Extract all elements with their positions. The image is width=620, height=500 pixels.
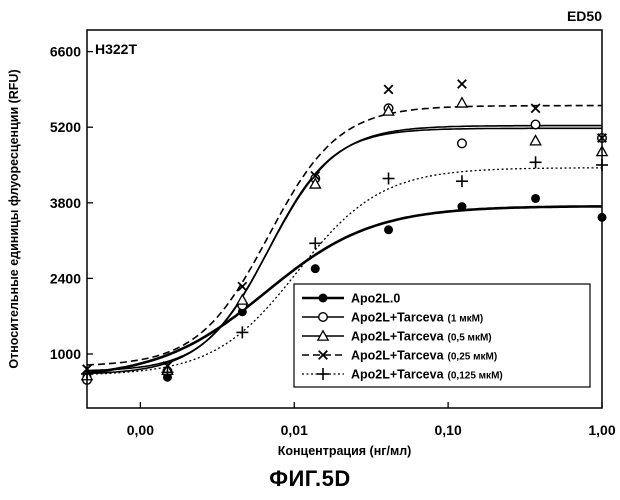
data-point-series-3 xyxy=(457,98,467,107)
legend: Apo2L.0 Apo2L+Tarceva(1 мкМ) Apo2L+Tarceva… xyxy=(294,284,590,387)
x-tick-label: 0,00 xyxy=(127,422,154,438)
chart: 1000 2400 3800 5200 6600 0,00 0,01 0,10 1,00 H32… xyxy=(0,0,620,460)
data-point-series-5 xyxy=(530,156,542,168)
data-point-series-1 xyxy=(457,202,466,211)
legend-label: Apo2L+Tarceva(0,5 мкМ) xyxy=(351,330,492,344)
y-tick-label: 5200 xyxy=(50,119,81,135)
data-point-series-5 xyxy=(383,173,395,185)
y-tick-label: 6600 xyxy=(50,44,81,60)
data-point-series-5 xyxy=(309,237,321,249)
data-point-series-3 xyxy=(530,136,540,145)
y-tick-label: 1000 xyxy=(50,346,81,362)
legend-label: Apo2L+Tarceva(0,25 мкМ) xyxy=(351,349,497,363)
data-point-series-2 xyxy=(458,139,467,148)
legend-marker-icon xyxy=(319,294,328,303)
x-tick-label: 1,00 xyxy=(588,422,615,438)
x-axis-title: Концентрация (нг/мл) xyxy=(278,444,412,458)
data-point-series-3 xyxy=(237,295,247,304)
x-tick-label: 0,01 xyxy=(281,422,308,438)
y-tick-label: 2400 xyxy=(50,270,81,286)
data-point-series-4 xyxy=(458,80,467,89)
legend-marker-icon xyxy=(319,313,328,322)
data-point-series-4 xyxy=(384,85,393,94)
data-point-series-2 xyxy=(531,120,540,129)
legend-label: Apo2L+Tarceva(0,125 мкМ) xyxy=(351,368,503,382)
data-point-series-1 xyxy=(384,225,393,234)
ed50-label: ED50 xyxy=(567,8,602,24)
data-point-series-5 xyxy=(456,175,468,187)
figure-caption: ФИГ.5D xyxy=(0,466,620,492)
legend-label: Apo2L+Tarceva(1 мкМ) xyxy=(351,311,483,325)
data-point-series-5 xyxy=(236,326,248,338)
data-point-series-1 xyxy=(311,264,320,273)
legend-label: Apo2L.0 xyxy=(351,292,400,306)
data-point-series-1 xyxy=(531,194,540,203)
x-tick-label: 0,10 xyxy=(434,422,461,438)
y-tick-label: 3800 xyxy=(50,195,81,211)
cell-line-label: H322T xyxy=(95,41,137,57)
y-axis-title: Относительные единицы флуоресценции (RFU… xyxy=(7,69,21,368)
